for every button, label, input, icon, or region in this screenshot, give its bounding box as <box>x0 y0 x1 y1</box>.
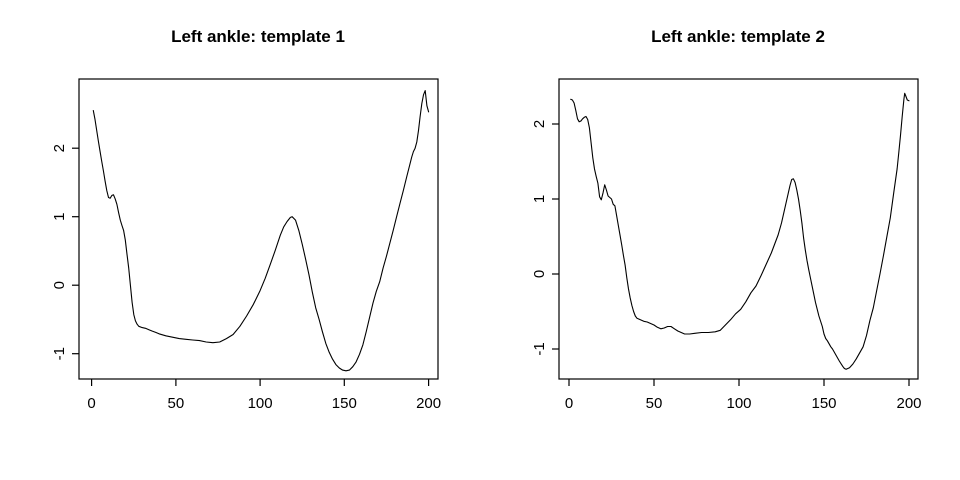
x-tick-label: 100 <box>726 395 751 412</box>
x-tick-label: 0 <box>87 395 95 412</box>
y-tick-label: -1 <box>531 342 548 355</box>
x-axis: 0 50 100 150 200 <box>87 379 441 412</box>
x-tick-label: 50 <box>168 395 185 412</box>
plot-box <box>78 78 439 380</box>
plot-title: Left ankle: template 1 <box>171 27 345 46</box>
plot-svg-template-1: Left ankle: template 1 0 50 100 150 200 -1 0 1… <box>51 27 441 412</box>
panel-template-2: Left ankle: template 2 0 50 100 150 200 -1 0 1… <box>480 0 960 480</box>
y-tick-label: 1 <box>531 195 548 203</box>
plot-title: Left ankle: template 2 <box>651 27 825 46</box>
y-axis: -1 0 1 2 <box>531 120 559 356</box>
series-line <box>92 90 430 372</box>
x-axis: 0 50 100 150 200 <box>565 379 922 412</box>
y-axis: -1 0 1 2 <box>51 144 79 360</box>
x-tick-label: 0 <box>565 395 573 412</box>
x-tick-label: 50 <box>646 395 663 412</box>
x-tick-label: 200 <box>896 395 921 412</box>
plot-box <box>558 78 919 380</box>
plot-svg-template-2: Left ankle: template 2 0 50 100 150 200 -1 0 1… <box>531 27 922 412</box>
y-tick-label: 2 <box>51 144 68 152</box>
x-tick-label: 150 <box>811 395 836 412</box>
series-line <box>570 92 910 370</box>
y-tick-label: -1 <box>51 347 68 360</box>
panel-template-1: Left ankle: template 1 0 50 100 150 200 -1 0 1… <box>51 27 441 412</box>
x-tick-label: 150 <box>332 395 357 412</box>
y-tick-label: 1 <box>51 213 68 221</box>
x-tick-label: 200 <box>416 395 441 412</box>
y-tick-label: 2 <box>531 120 548 128</box>
y-tick-label: 0 <box>531 270 548 278</box>
x-tick-label: 100 <box>248 395 273 412</box>
y-tick-label: 0 <box>51 281 68 289</box>
